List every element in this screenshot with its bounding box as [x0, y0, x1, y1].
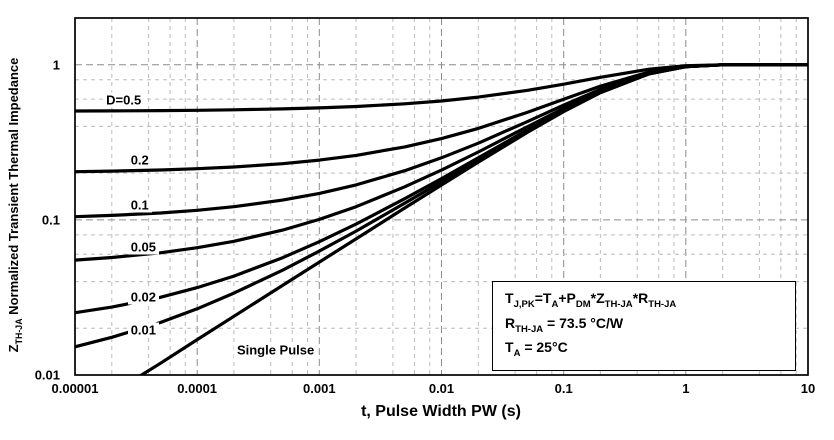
- curve-label-0.1: 0.1: [127, 197, 152, 213]
- y-tick-label: 0.01: [34, 367, 60, 383]
- curve-label-d-0.5: D=0.5: [103, 92, 145, 108]
- curve-label-single-pulse: Single Pulse: [233, 342, 318, 358]
- x-tick-label: 0.00001: [51, 381, 99, 396]
- curve-label-0.02: 0.02: [127, 289, 159, 305]
- x-tick-label: 0.01: [428, 381, 455, 396]
- annotation-ta: TA = 25°C: [505, 339, 568, 359]
- plot-border: [74, 17, 809, 376]
- curve-label-0.2: 0.2: [127, 152, 152, 168]
- annotation-box: TJ,PK=TA+PDM*ZTH-JA*RTH-JA RTH-JA = 73.5…: [492, 281, 796, 371]
- x-tick-label: 1: [682, 381, 690, 396]
- x-tick-label: 0.001: [303, 381, 336, 396]
- y-tick-label: 0.1: [41, 212, 60, 228]
- curve-single-pulse: [138, 63, 808, 375]
- x-axis-title: t, Pulse Width PW (s): [361, 403, 521, 420]
- curves: [75, 63, 808, 375]
- y-axis-title: ZTH-JA Normalized Transient Thermal Impe…: [6, 57, 24, 353]
- curve-label-0.01: 0.01: [127, 322, 159, 338]
- x-tick-label: 0.0001: [177, 381, 218, 396]
- annotation-formula: TJ,PK=TA+PDM*ZTH-JA*RTH-JA: [505, 290, 677, 310]
- x-tick-label: 0.1: [554, 381, 573, 396]
- y-tick-label: 1: [52, 57, 60, 73]
- annotation-rth-ja: RTH-JA = 73.5 °C/W: [505, 314, 624, 335]
- x-tick-label: 10: [800, 381, 816, 396]
- curve-label-0.05: 0.05: [127, 239, 159, 255]
